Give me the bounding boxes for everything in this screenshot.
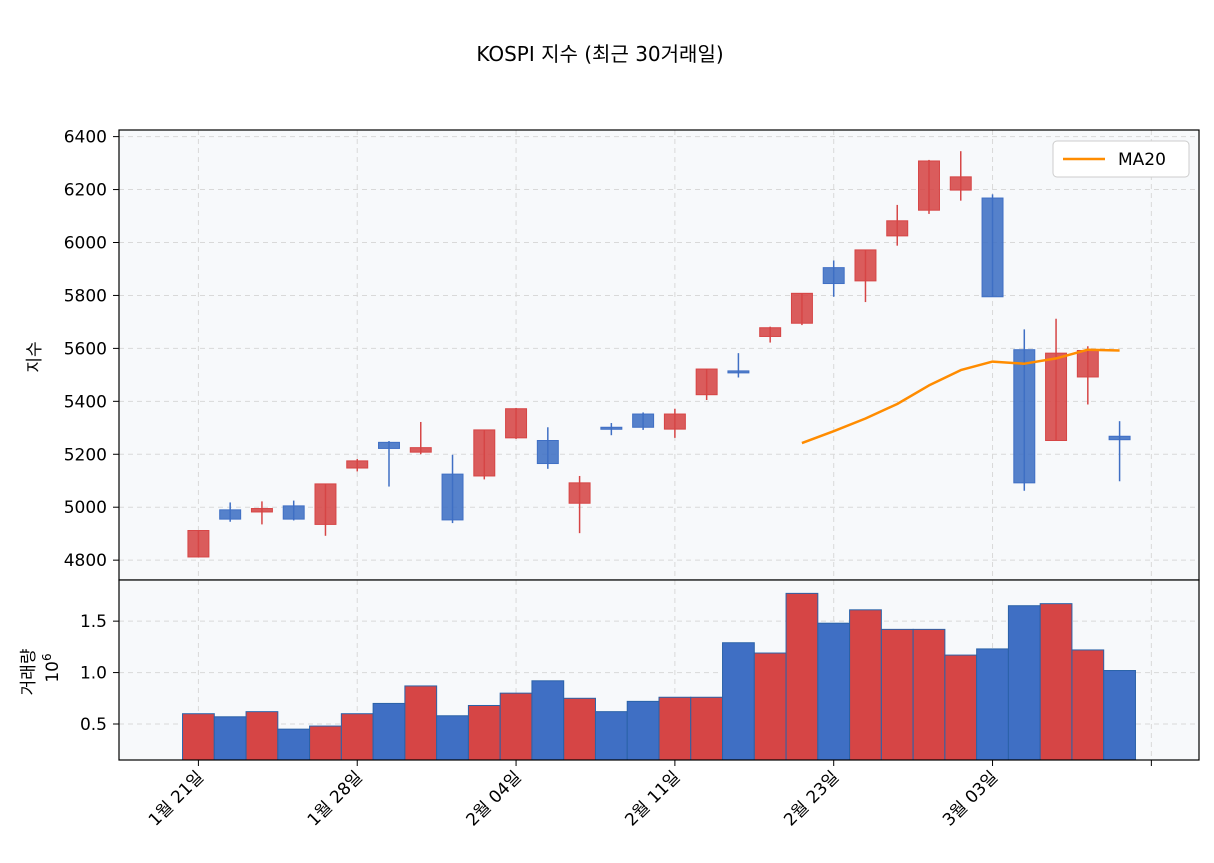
x-tick-label: 2월 04일 xyxy=(463,767,526,830)
candle-body xyxy=(219,509,242,520)
volume-bar xyxy=(372,702,406,761)
candle-body xyxy=(790,292,813,324)
candle-body xyxy=(1076,350,1099,378)
volume-bar xyxy=(912,628,946,761)
candle-body xyxy=(854,249,877,282)
volume-bar xyxy=(213,716,247,761)
price-y-tick-label: 5200 xyxy=(64,445,107,465)
x-tick-label: 1월 28일 xyxy=(304,767,367,830)
price-y-tick-label: 5800 xyxy=(64,286,107,306)
volume-scale-exponent: 6 xyxy=(40,653,54,661)
chart-title: KOSPI 지수 (최근 30거래일) xyxy=(476,42,723,66)
price-y-tick-label: 5600 xyxy=(64,339,107,359)
x-tick-label: 3월 03일 xyxy=(939,767,1002,830)
x-axis-ticks: 1월 21일 1월 28일 2월 04일 2월 11일 2월 23일 3월 03일 xyxy=(145,760,1152,830)
price-y-axis-label: 지수 xyxy=(25,341,45,372)
price-panel-background xyxy=(119,130,1199,580)
candle-body xyxy=(600,426,623,430)
volume-bar xyxy=(690,696,724,761)
candle-body xyxy=(378,441,400,449)
ma20-line xyxy=(801,348,1120,445)
candle-body xyxy=(695,368,718,396)
x-tick-label: 1월 21일 xyxy=(145,767,208,830)
x-tick-label: 2월 23일 xyxy=(780,767,843,830)
candle-body xyxy=(568,482,591,504)
x-tick-label: 2월 11일 xyxy=(621,767,684,830)
volume-panel-frame xyxy=(118,579,1200,761)
volume-bar xyxy=(1039,603,1073,761)
volume-bar xyxy=(817,622,851,761)
volume-bar xyxy=(277,728,311,761)
candle-body xyxy=(282,505,305,520)
legend-entry-ma20: MA20 xyxy=(1118,150,1166,170)
volume-bar xyxy=(976,648,1009,761)
volume-bar xyxy=(309,725,342,761)
price-y-tick-label: 5400 xyxy=(64,392,107,412)
price-y-tick-label: 4800 xyxy=(64,551,107,571)
volume-bar xyxy=(404,685,438,761)
volume-bar xyxy=(753,652,787,761)
ma20-line-group xyxy=(801,348,1120,445)
legend: MA20 xyxy=(1052,140,1190,178)
volume-bar xyxy=(340,713,374,761)
candle-body xyxy=(727,370,750,374)
candle-body xyxy=(1013,349,1036,484)
candle-body xyxy=(759,327,782,337)
candle-body xyxy=(822,267,845,285)
volume-y-axis-label: 거래량 xyxy=(19,648,39,695)
volume-bar xyxy=(467,704,501,761)
candle-body xyxy=(632,413,655,428)
volume-bar xyxy=(722,642,755,761)
candle-body xyxy=(663,413,686,430)
volume-bar xyxy=(944,654,978,761)
candle-body xyxy=(187,530,210,558)
price-y-ticks: 4800 5000 5200 5400 5600 5800 6000 6200 6400 xyxy=(64,128,119,571)
candle-body xyxy=(981,197,1004,298)
volume-bar xyxy=(499,692,533,761)
volume-y-ticks: 0.5 1.0 1.5 xyxy=(80,612,119,735)
volume-bar xyxy=(436,715,469,761)
price-y-tick-label: 5000 xyxy=(64,498,107,518)
volume-bar xyxy=(1007,605,1041,761)
volume-bar xyxy=(245,711,279,761)
volume-bar xyxy=(1071,649,1105,761)
candle-body xyxy=(473,429,496,477)
volume-bar xyxy=(1103,670,1136,761)
volume-bar xyxy=(626,700,660,761)
price-y-tick-label: 6000 xyxy=(64,234,107,254)
candle-body xyxy=(886,220,909,237)
candle-body xyxy=(505,408,528,439)
candle-body xyxy=(441,473,464,521)
candle-body xyxy=(536,440,559,465)
volume-bar xyxy=(594,711,628,761)
volume-scale-base: 10 xyxy=(43,661,63,683)
volume-bar xyxy=(182,713,215,761)
candle-body xyxy=(250,508,273,513)
volume-scale-label: 106 xyxy=(40,653,63,682)
volume-bar xyxy=(849,609,882,761)
price-y-tick-label: 6400 xyxy=(64,128,107,148)
volume-y-tick-label: 0.5 xyxy=(80,715,107,735)
volume-y-tick-label: 1.0 xyxy=(80,664,107,684)
candle-body xyxy=(346,460,369,469)
price-y-tick-label: 6200 xyxy=(64,181,107,201)
volume-bar xyxy=(658,696,692,761)
volume-bar xyxy=(785,592,819,761)
candle-body xyxy=(314,483,337,525)
volume-y-tick-label: 1.5 xyxy=(80,612,107,632)
volume-bar xyxy=(531,680,565,761)
candle-body xyxy=(949,176,972,191)
candle-body xyxy=(918,160,940,211)
candle-body xyxy=(1045,352,1068,442)
candle-body xyxy=(409,447,432,453)
legend-box xyxy=(1052,140,1190,178)
volume-bar xyxy=(563,697,596,761)
volume-bar xyxy=(880,628,914,761)
price-candles xyxy=(187,151,1131,558)
candle-body xyxy=(1108,435,1131,441)
